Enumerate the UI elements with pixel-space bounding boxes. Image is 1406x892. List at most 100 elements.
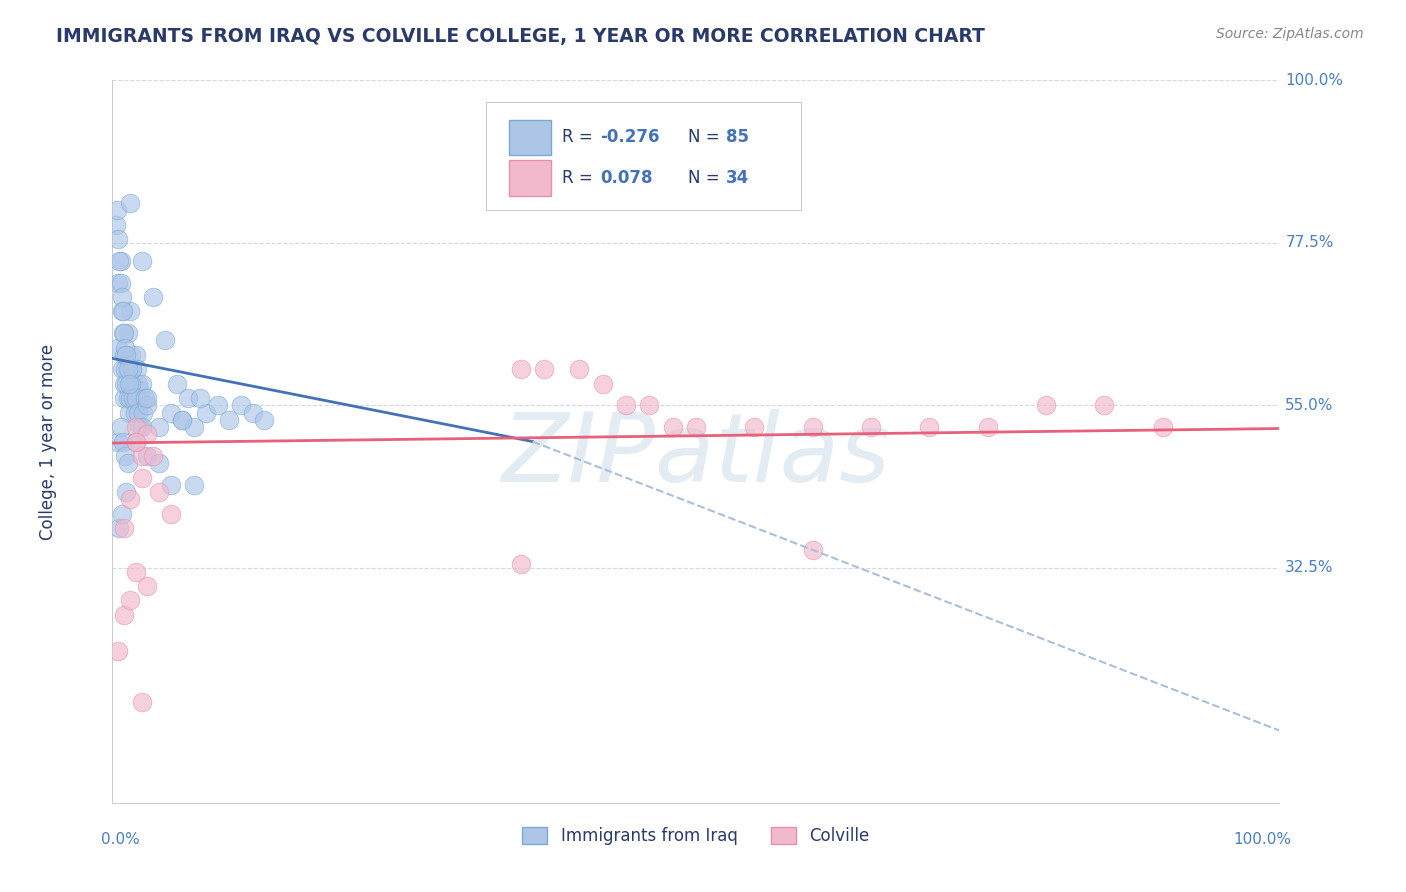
Point xyxy=(1035,398,1057,412)
Point xyxy=(125,391,148,405)
Point xyxy=(218,413,240,427)
Point xyxy=(111,304,134,318)
Point xyxy=(118,376,141,391)
Point xyxy=(131,253,153,268)
Point xyxy=(111,326,134,340)
Point xyxy=(183,478,205,492)
Point xyxy=(166,376,188,391)
Point xyxy=(122,391,145,405)
Point xyxy=(122,376,145,391)
Point xyxy=(125,391,148,405)
Text: R =: R = xyxy=(562,128,598,146)
Text: 0.078: 0.078 xyxy=(600,169,652,186)
Point xyxy=(568,362,591,376)
Point xyxy=(114,449,136,463)
Point xyxy=(183,420,205,434)
Point xyxy=(125,434,148,449)
Point xyxy=(108,521,131,535)
Point xyxy=(134,391,156,405)
Point xyxy=(110,253,132,268)
Point xyxy=(172,413,194,427)
Point xyxy=(177,391,200,405)
Point xyxy=(661,420,683,434)
Point xyxy=(117,456,139,470)
Point xyxy=(115,348,138,362)
Point xyxy=(124,406,146,420)
Point xyxy=(118,376,141,391)
Point xyxy=(114,341,136,355)
Text: 100.0%: 100.0% xyxy=(1233,831,1291,847)
Point xyxy=(142,449,165,463)
Point xyxy=(918,420,941,434)
FancyBboxPatch shape xyxy=(509,120,551,155)
Point xyxy=(121,362,143,376)
Point xyxy=(976,420,998,434)
Point xyxy=(118,406,141,420)
Point xyxy=(509,558,531,572)
Text: 100.0%: 100.0% xyxy=(1285,73,1343,87)
Text: IMMIGRANTS FROM IRAQ VS COLVILLE COLLEGE, 1 YEAR OR MORE CORRELATION CHART: IMMIGRANTS FROM IRAQ VS COLVILLE COLLEGE… xyxy=(56,27,986,45)
Point xyxy=(242,406,264,420)
Point xyxy=(115,485,138,500)
Point xyxy=(111,304,134,318)
Point xyxy=(120,376,142,391)
Point xyxy=(111,362,134,376)
Text: College, 1 year or more: College, 1 year or more xyxy=(39,343,58,540)
Text: N =: N = xyxy=(688,128,724,146)
Point xyxy=(108,253,131,268)
Point xyxy=(153,334,176,348)
Point xyxy=(136,579,159,593)
FancyBboxPatch shape xyxy=(509,161,551,196)
Point xyxy=(125,565,148,579)
Point xyxy=(638,398,661,412)
Text: 0.0%: 0.0% xyxy=(101,831,139,847)
Point xyxy=(112,391,135,405)
Point xyxy=(118,362,141,376)
Point xyxy=(1152,420,1174,434)
Point xyxy=(194,406,217,420)
Point xyxy=(685,420,707,434)
Point xyxy=(118,196,141,211)
Text: R =: R = xyxy=(562,169,603,186)
Point xyxy=(129,384,152,398)
Text: N =: N = xyxy=(688,169,724,186)
Point xyxy=(127,406,149,420)
Point xyxy=(136,398,159,412)
Text: 55.0%: 55.0% xyxy=(1285,398,1334,413)
Point xyxy=(124,398,146,412)
Point xyxy=(110,420,132,434)
Point xyxy=(801,542,824,557)
Point xyxy=(111,434,134,449)
Point xyxy=(115,376,138,391)
Point xyxy=(107,644,129,658)
Point xyxy=(111,290,134,304)
Point xyxy=(112,348,135,362)
Point xyxy=(104,218,127,232)
Point xyxy=(112,376,135,391)
Point xyxy=(131,470,153,484)
Point xyxy=(107,232,129,246)
Point xyxy=(592,376,614,391)
Point xyxy=(117,391,139,405)
Point xyxy=(533,362,555,376)
Point xyxy=(125,348,148,362)
Point xyxy=(118,391,141,405)
Point xyxy=(112,521,135,535)
Point xyxy=(148,420,170,434)
Point xyxy=(125,420,148,434)
Point xyxy=(253,413,276,427)
Text: -0.276: -0.276 xyxy=(600,128,659,146)
FancyBboxPatch shape xyxy=(486,102,801,211)
Point xyxy=(121,362,143,376)
Point xyxy=(115,348,138,362)
Text: 32.5%: 32.5% xyxy=(1285,560,1334,575)
Point xyxy=(107,434,129,449)
Point xyxy=(160,478,183,492)
Point xyxy=(107,341,129,355)
Point xyxy=(509,362,531,376)
Point xyxy=(118,304,141,318)
Point xyxy=(131,376,153,391)
Text: 34: 34 xyxy=(727,169,749,186)
Point xyxy=(801,420,824,434)
Point xyxy=(132,406,155,420)
